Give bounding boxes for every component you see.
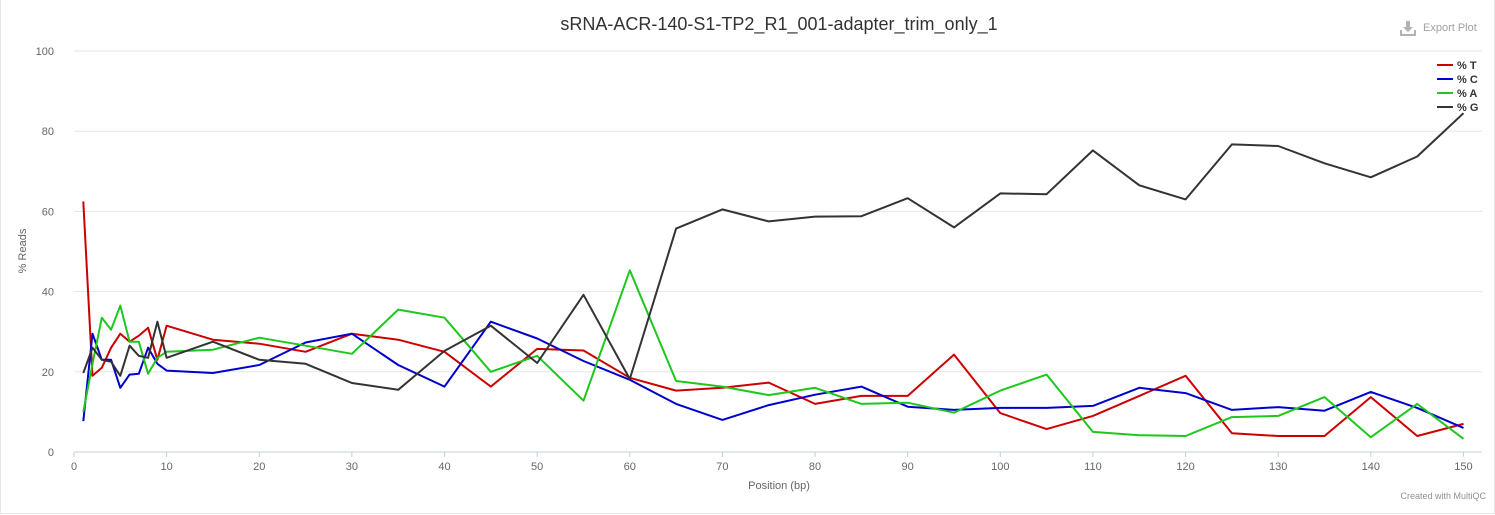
series-line-t[interactable]	[82, 201, 1464, 437]
legend-item[interactable]: % C	[1437, 74, 1478, 86]
x-tick-label: 150	[1454, 461, 1472, 473]
legend-label: % A	[1457, 88, 1477, 100]
y-tick-label: 40	[42, 287, 54, 299]
x-tick-label: 0	[71, 461, 77, 473]
x-tick-label: 60	[624, 461, 636, 473]
x-tick-label: 40	[438, 461, 450, 473]
series-lines[interactable]	[82, 112, 1465, 440]
legend-label: % C	[1457, 74, 1478, 86]
x-tick-label: 110	[1084, 461, 1102, 473]
x-tick-label: 140	[1362, 461, 1380, 473]
axes: 0 20 40 60 80 100 0 10 20 30 40 50 60 70 80 90 100 110 120…	[36, 46, 1482, 473]
y-axis-label: % Reads	[17, 228, 29, 273]
download-icon	[1399, 20, 1417, 36]
y-tick-label: 80	[42, 126, 54, 138]
x-tick-label: 20	[253, 461, 265, 473]
x-tick-label: 120	[1176, 461, 1194, 473]
series-line-a[interactable]	[82, 269, 1465, 440]
legend-item[interactable]: % T	[1437, 60, 1477, 72]
chart-title: sRNA-ACR-140-S1-TP2_R1_001-adapter_trim_…	[560, 14, 997, 35]
x-axis-label: Position (bp)	[748, 480, 810, 492]
y-tick-label: 60	[42, 206, 54, 218]
legend-label: % G	[1457, 102, 1478, 114]
export-plot-button[interactable]: Export Plot	[1399, 18, 1477, 38]
x-tick-label: 100	[991, 461, 1009, 473]
x-tick-label: 80	[809, 461, 821, 473]
grid-lines	[74, 50, 1482, 373]
legend-item[interactable]: % G	[1437, 102, 1478, 114]
created-with-credit: Created with MultiQC	[1400, 491, 1486, 501]
legend[interactable]: % T % C % A % G	[1437, 60, 1478, 114]
legend-label: % T	[1457, 60, 1477, 72]
x-tick-label: 50	[531, 461, 543, 473]
x-tick-label: 70	[716, 461, 728, 473]
y-tick-label: 100	[36, 46, 54, 58]
x-tick-label: 30	[346, 461, 358, 473]
y-tick-label: 20	[42, 367, 54, 379]
series-line-c[interactable]	[82, 320, 1464, 429]
export-plot-label: Export Plot	[1423, 22, 1477, 34]
series-line-g[interactable]	[82, 112, 1465, 391]
x-tick-label: 10	[161, 461, 173, 473]
legend-item[interactable]: % A	[1437, 88, 1477, 100]
y-tick-label: 0	[48, 447, 54, 459]
x-tick-label: 90	[902, 461, 914, 473]
x-tick-label: 130	[1269, 461, 1287, 473]
